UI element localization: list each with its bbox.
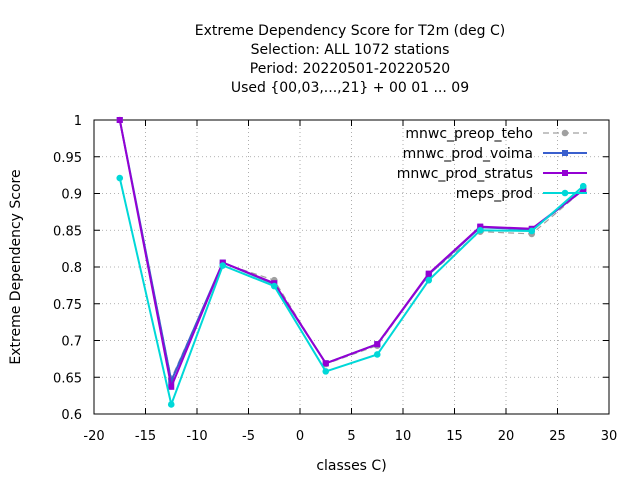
data-point-mnwc-prod-stratus xyxy=(425,270,432,277)
y-tick-label: 0.95 xyxy=(53,151,82,166)
data-point-meps-prod xyxy=(219,262,227,269)
data-point-meps-prod xyxy=(579,182,587,190)
data-point-meps-prod xyxy=(373,351,381,358)
legend-entry-mnwc-prod-voima: mnwc_prod_voima xyxy=(403,146,587,162)
x-tick-label: -20 xyxy=(83,429,104,444)
data-point-meps-prod xyxy=(322,368,330,375)
y-tick-label: 0.6 xyxy=(61,408,82,423)
legend-entry-meps-prod: meps_prod xyxy=(456,186,587,202)
x-tick-label: 10 xyxy=(395,429,412,444)
series-group xyxy=(116,116,587,408)
y-axis-label: Extreme Dependency Score xyxy=(8,169,24,364)
y-tick-label: 0.65 xyxy=(53,371,82,386)
title-line-4: Used {00,03,...,21} + 00 01 ... 09 xyxy=(231,80,469,96)
x-tick-label: -15 xyxy=(135,429,156,444)
x-tick-label: 5 xyxy=(347,429,355,444)
data-point-meps-prod xyxy=(270,282,278,290)
series-meps-prod xyxy=(116,174,587,408)
legend-label: mnwc_prod_voima xyxy=(403,146,533,162)
legend-entry-mnwc-preop-teho: mnwc_preop_teho xyxy=(405,126,587,142)
x-tick-label: 20 xyxy=(498,429,515,444)
legend-marker xyxy=(562,150,568,156)
y-tick-label: 1 xyxy=(74,114,82,129)
x-axis-label: classes C) xyxy=(316,458,386,474)
legend-marker xyxy=(561,129,569,137)
x-tick-label: 15 xyxy=(446,429,463,444)
y-tick-label: 0.9 xyxy=(61,188,82,203)
data-point-mnwc-prod-stratus xyxy=(168,383,175,390)
legend-marker xyxy=(562,170,568,176)
chart-title: Extreme Dependency Score for T2m (deg C)… xyxy=(195,23,505,96)
data-point-meps-prod xyxy=(528,227,536,235)
title-line-3: Period: 20220501-20220520 xyxy=(250,61,450,77)
x-tick-label: -5 xyxy=(242,429,255,444)
legend: mnwc_preop_teho mnwc_prod_voima mnwc_prod_… xyxy=(397,126,587,202)
y-tick-label: 0.85 xyxy=(53,224,82,239)
y-tick-label: 0.75 xyxy=(53,298,82,313)
series-line-mnwc-prod-stratus xyxy=(118,119,584,391)
legend-marker xyxy=(561,189,569,197)
data-point-meps-prod xyxy=(425,276,433,284)
data-point-meps-prod xyxy=(116,174,124,182)
x-tick-label: 30 xyxy=(601,429,618,444)
data-point-mnwc-prod-stratus xyxy=(116,117,123,123)
x-tick-label: -10 xyxy=(186,429,207,444)
legend-label: mnwc_prod_stratus xyxy=(397,166,533,182)
legend-label: mnwc_preop_teho xyxy=(405,126,533,142)
data-point-mnwc-prod-stratus xyxy=(580,186,587,193)
data-point-mnwc-prod-stratus xyxy=(322,360,329,367)
grid xyxy=(93,119,610,415)
title-line-1: Extreme Dependency Score for T2m (deg C) xyxy=(195,23,505,39)
x-tick-label: 0 xyxy=(296,429,304,444)
data-point-meps-prod xyxy=(476,226,484,234)
title-line-2: Selection: ALL 1072 stations xyxy=(251,42,450,58)
y-tick-label: 0.7 xyxy=(61,335,82,350)
x-tick-label: 25 xyxy=(549,429,566,444)
y-tick-label: 0.8 xyxy=(61,261,82,276)
data-point-meps-prod xyxy=(167,401,175,408)
series-line-meps-prod xyxy=(118,177,584,408)
legend-entry-mnwc-prod-stratus: mnwc_prod_stratus xyxy=(397,166,587,182)
data-point-mnwc-prod-stratus xyxy=(477,223,484,230)
legend-label: meps_prod xyxy=(456,186,533,202)
data-point-mnwc-prod-voima xyxy=(168,377,175,384)
axis-ticks: -20 -15 -10 -5 0 5 10 15 20 25 30 0.6 0.65 0.7 0.75 0.8… xyxy=(53,114,617,444)
data-point-mnwc-prod-stratus xyxy=(374,341,381,348)
